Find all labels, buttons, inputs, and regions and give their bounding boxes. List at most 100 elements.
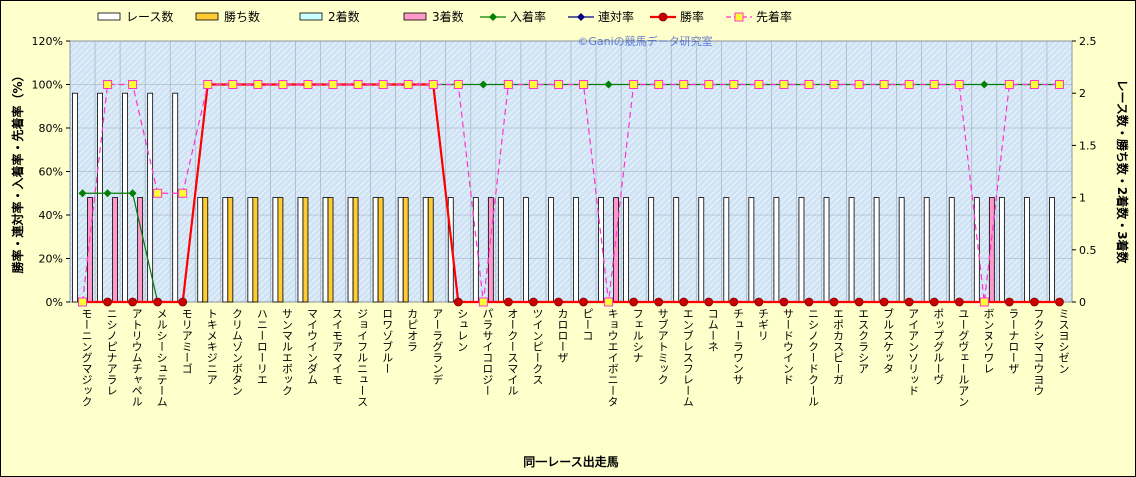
bar-レース数: [748, 197, 755, 303]
bar-勝ち数: [377, 197, 384, 303]
bar-レース数: [923, 197, 930, 303]
marker-勝率: [529, 297, 538, 307]
bar-レース数: [297, 197, 304, 303]
x-axis-title: 同一レース出走馬: [523, 454, 618, 469]
line-勝率: [82, 83, 1060, 304]
marker-勝率: [829, 297, 839, 307]
marker-先着率: [403, 80, 413, 89]
bar-レース数: [998, 197, 1005, 303]
marker-先着率: [253, 80, 263, 89]
bar-レース数: [322, 197, 329, 303]
marker-先着率: [1004, 80, 1014, 89]
bar-レース数: [798, 197, 805, 303]
category-label: ハニーローリエ: [255, 308, 268, 385]
marker-勝率: [453, 297, 463, 307]
marker-勝率: [679, 297, 689, 307]
category-label: モーニングマジック: [80, 308, 93, 407]
legend-marker-勝率: [658, 12, 668, 22]
bar-レース数: [873, 197, 880, 303]
category-label: チューラワンサ: [731, 308, 744, 385]
bar-勝ち数: [302, 197, 309, 303]
legend-marker-入着率: [489, 13, 497, 21]
marker-勝率: [904, 297, 914, 307]
marker-勝率: [128, 297, 138, 307]
marker-勝率: [654, 297, 664, 307]
legend-label: 2着数: [328, 9, 360, 24]
marker-先着率: [278, 80, 288, 89]
category-label: ツインピークス: [531, 308, 544, 385]
bar-レース数: [898, 197, 905, 303]
legend-label: 勝ち数: [224, 9, 260, 24]
category-label: ニシノピナアラレ: [105, 308, 118, 396]
bar-レース数: [222, 197, 229, 303]
marker-先着率: [829, 80, 839, 89]
legend-label: 先着率: [756, 9, 792, 24]
bar-レース数: [497, 197, 504, 303]
bar-レース数: [272, 197, 279, 303]
marker-勝率: [503, 297, 513, 307]
marker-勝率: [178, 297, 188, 307]
legend-label: 3着数: [432, 9, 464, 24]
category-label: ラーナローザ: [1007, 308, 1020, 374]
marker-先着率: [378, 80, 388, 89]
category-label: ニシノクードクール: [806, 308, 819, 407]
bar-レース数: [197, 197, 204, 303]
y-axis-title-left: 勝率・連対率・入着率・先着率（%）: [10, 69, 25, 273]
category-label: ボンヌソワレ: [982, 308, 995, 374]
bar-レース数: [623, 197, 630, 303]
legend-label: 勝率: [680, 9, 704, 24]
bar-3着数: [112, 197, 118, 303]
marker-勝率: [103, 297, 112, 307]
bar-レース数: [422, 197, 429, 303]
marker-勝率: [879, 297, 889, 307]
category-label: エンブレスフレーム: [681, 308, 694, 407]
marker-先着率: [203, 80, 213, 89]
category-label: パラサイコロジー: [481, 308, 494, 396]
category-label: モリアミーゴ: [180, 308, 193, 374]
category-label: メルシーシュテーム: [155, 308, 168, 407]
bar-3着数: [137, 197, 144, 303]
legend-marker-連対率: [577, 13, 585, 21]
category-label: フェルシナ: [631, 308, 644, 363]
marker-先着率: [654, 80, 664, 89]
category-label: アーラグランデ: [431, 308, 444, 385]
bar-レース数: [397, 197, 404, 303]
marker-先着率: [178, 188, 188, 198]
category-label: トキメキジニア: [205, 308, 218, 385]
marker-先着率: [579, 80, 589, 89]
marker-勝率: [754, 297, 764, 307]
marker-先着率: [629, 80, 639, 89]
marker-先着率: [879, 80, 889, 89]
category-label: キョウエイボニータ: [606, 308, 619, 407]
bar-レース数: [72, 92, 78, 303]
marker-勝率: [1030, 297, 1039, 307]
marker-先着率: [1054, 80, 1064, 89]
marker-先着率: [1029, 80, 1039, 89]
category-label: サンマルエボック: [280, 308, 293, 396]
legend-swatch-3着数: [403, 12, 427, 21]
bar-レース数: [172, 92, 179, 303]
category-label: アトリウムチャペル: [130, 308, 143, 407]
bar-レース数: [523, 197, 529, 303]
category-label: ポップグルーヴ: [932, 308, 945, 385]
marker-入着率: [479, 80, 488, 89]
category-label: カピオラ: [406, 308, 419, 352]
y-tick-label-left: 40%: [39, 209, 63, 222]
bar-レース数: [948, 197, 955, 303]
marker-先着率: [328, 80, 338, 89]
legend-swatch-勝ち数: [195, 12, 219, 21]
bar-レース数: [548, 197, 554, 303]
y-tick-label-right: 0.5: [1079, 244, 1097, 257]
bar-勝ち数: [402, 197, 409, 303]
category-label: スイモアマイモ: [331, 308, 344, 385]
bar-勝ち数: [327, 197, 334, 303]
category-label: フクシマコウヨウ: [1032, 308, 1045, 396]
marker-勝率: [554, 297, 563, 307]
y-tick-label-right: 2.5: [1079, 35, 1097, 48]
bar-レース数: [1024, 197, 1030, 303]
category-label: サブアトミック: [656, 308, 669, 385]
watermark-text: ©Ganiの競馬データ研究室: [577, 34, 712, 48]
legend-label: 入着率: [510, 9, 546, 24]
y-tick-label-left: 100%: [32, 79, 63, 92]
marker-入着率: [604, 80, 613, 89]
